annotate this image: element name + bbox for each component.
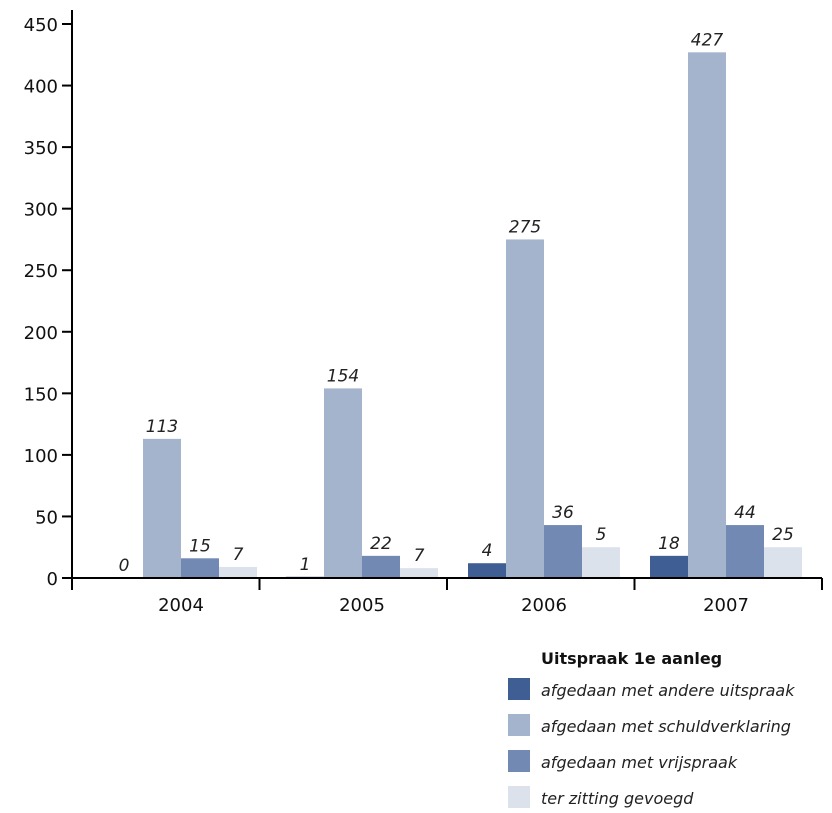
data-label: 25 <box>772 525 794 545</box>
y-tick-label: 250 <box>24 261 58 282</box>
x-tick-label: 2007 <box>703 595 749 616</box>
x-tick-label: 2004 <box>158 595 204 616</box>
legend-swatch <box>508 714 530 736</box>
data-label: 44 <box>734 503 756 523</box>
legend-swatch <box>508 750 530 772</box>
bar <box>582 547 620 578</box>
legend-label: afgedaan met vrijspraak <box>541 753 738 772</box>
data-label: 427 <box>691 30 724 50</box>
y-axis: 0 50 100 150 200 250 300 350 400 450 <box>24 10 73 590</box>
legend-item: afgedaan met vrijspraak <box>508 750 738 772</box>
x-axis: 2004 2005 2006 2007 <box>71 577 823 616</box>
data-label: 4 <box>482 541 493 561</box>
y-tick-label: 350 <box>24 138 58 159</box>
y-tick-label: 0 <box>47 569 58 590</box>
legend-label: ter zitting gevoegd <box>541 789 694 808</box>
y-tick-label: 200 <box>24 323 58 344</box>
data-label: 22 <box>370 534 392 554</box>
bar <box>726 525 764 578</box>
legend-label: afgedaan met andere uitspraak <box>541 681 795 700</box>
bar <box>506 239 544 578</box>
legend: Uitspraak 1e aanleg afgedaan met andere u… <box>508 649 795 808</box>
category-group-2006: 4 275 36 5 <box>468 217 620 578</box>
data-label: 18 <box>658 534 680 554</box>
bars-group: 0 113 15 7 1 154 22 7 4 275 36 5 18 427 44 25 <box>119 30 802 579</box>
y-tick-label: 100 <box>24 446 58 467</box>
data-label: 113 <box>146 417 178 437</box>
bar <box>362 555 400 578</box>
bar <box>400 568 438 578</box>
legend-swatch <box>508 786 530 808</box>
data-label: 1 <box>300 555 311 575</box>
x-tick-label: 2006 <box>521 595 567 616</box>
y-tick-label: 150 <box>24 384 58 405</box>
bar <box>181 558 219 578</box>
bar <box>688 52 726 579</box>
category-group-2007: 18 427 44 25 <box>650 30 802 579</box>
bar <box>324 388 362 578</box>
bar <box>650 555 688 578</box>
y-tick-label: 50 <box>35 507 58 528</box>
bar <box>143 438 181 578</box>
data-label: 7 <box>414 546 425 566</box>
category-group-2005: 1 154 22 7 <box>286 366 438 578</box>
legend-label: afgedaan met schuldverklaring <box>541 717 791 736</box>
legend-title: Uitspraak 1e aanleg <box>541 649 722 668</box>
data-label: 15 <box>189 536 211 556</box>
legend-item: afgedaan met schuldverklaring <box>508 714 791 736</box>
data-label: 36 <box>552 503 574 523</box>
x-tick-label: 2005 <box>339 595 385 616</box>
legend-item: afgedaan met andere uitspraak <box>508 678 795 700</box>
legend-item: ter zitting gevoegd <box>508 786 694 808</box>
data-label: 275 <box>509 217 541 237</box>
data-label: 154 <box>327 366 359 386</box>
data-label: 7 <box>233 545 244 565</box>
legend-swatch <box>508 678 530 700</box>
y-tick-label: 300 <box>24 200 58 221</box>
y-tick-label: 450 <box>24 15 58 36</box>
bar <box>764 547 802 578</box>
bar <box>468 563 506 578</box>
bar <box>544 525 582 578</box>
y-tick-label: 400 <box>24 77 58 98</box>
data-label: 0 <box>119 556 130 576</box>
bar <box>219 566 257 578</box>
category-group-2004: 0 113 15 7 <box>119 417 257 578</box>
data-label: 5 <box>596 525 607 545</box>
